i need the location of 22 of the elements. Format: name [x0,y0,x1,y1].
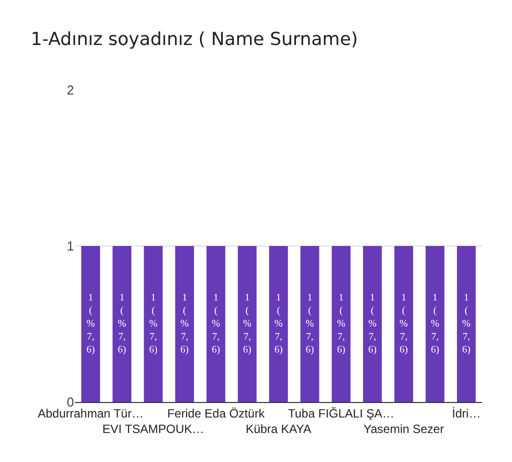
data-label: 1 (%7,6) [306,292,314,356]
data-label: 1 (%7,6) [400,292,408,356]
x-tick-label: EVI TSAMPOUK… [102,422,204,436]
x-tick-label: Kübra KAYA [246,422,312,436]
data-label: 1 (%7,6) [336,292,346,356]
x-tick-label: Yasemin Sezer [363,422,444,436]
data-label: 1 (%7,6) [368,292,377,356]
data-label: 1 (%7,6) [149,292,158,356]
data-label: 1 (%7,6) [274,292,283,356]
y-tick-label: 1 [66,238,74,254]
data-label: 1 (%7,6) [430,292,440,356]
data-label: 1 (%7,6) [243,292,252,356]
data-label: 1 (%7,6) [180,292,189,356]
data-label: 1 (%7,6) [118,292,126,356]
x-tick-label: Tuba FIĞLALI ŞA… [288,406,394,420]
data-label: 1 (%7,6) [86,292,95,356]
y-tick-label: 2 [66,82,74,98]
x-tick-label: Feride Eda Öztürk [167,406,266,420]
data-label: 1 (%7,6) [212,292,220,356]
x-tick-label: İdri… [452,406,481,420]
data-label: 1 (%7,6) [462,292,471,356]
chart-title: 1-Adınız soyadınız ( Name Surname) [30,28,358,50]
